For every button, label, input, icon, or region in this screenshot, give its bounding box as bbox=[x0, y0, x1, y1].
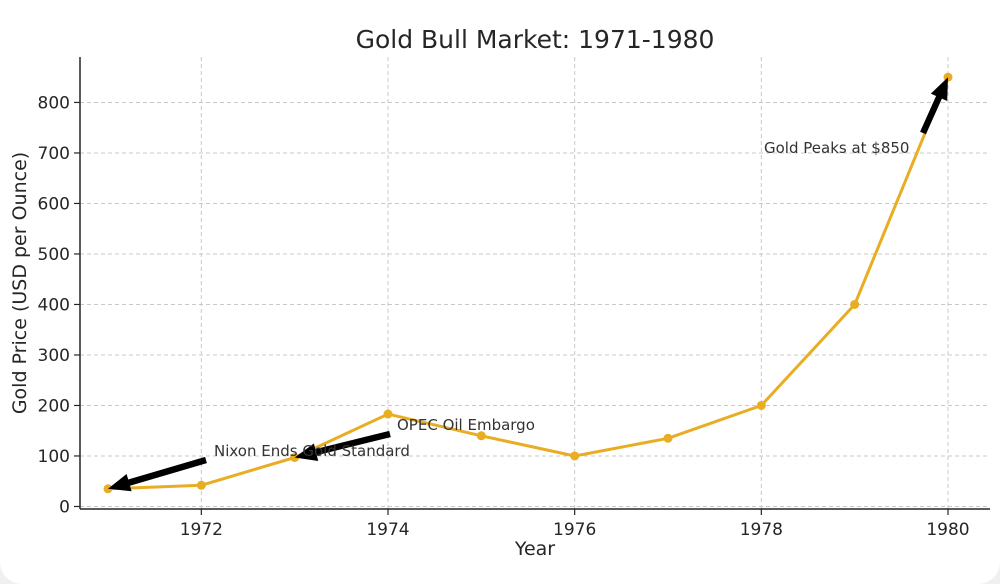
gridlines bbox=[80, 57, 990, 509]
y-tick-label: 0 bbox=[59, 497, 70, 517]
y-tick-label: 500 bbox=[38, 245, 70, 265]
data-point bbox=[663, 433, 673, 443]
x-tick-label: 1976 bbox=[553, 520, 596, 540]
series-layer bbox=[106, 75, 950, 491]
y-axis-label: Gold Price (USD per Ounce) bbox=[9, 152, 31, 414]
data-point bbox=[850, 299, 860, 309]
x-tick-label: 1980 bbox=[926, 520, 969, 540]
annotation-label: Nixon Ends Gold Standard bbox=[214, 442, 410, 460]
x-tick-label: 1974 bbox=[366, 520, 409, 540]
series-line bbox=[106, 75, 950, 491]
data-point bbox=[570, 451, 580, 461]
data-point bbox=[290, 452, 300, 462]
annotation-arrow bbox=[294, 430, 391, 461]
annotation-label: OPEC Oil Embargo bbox=[397, 416, 535, 434]
data-point bbox=[196, 480, 206, 490]
y-tick-label: 600 bbox=[38, 194, 70, 214]
data-point bbox=[383, 409, 393, 419]
data-point bbox=[476, 431, 486, 441]
data-point bbox=[103, 484, 113, 494]
y-tick-label: 800 bbox=[38, 93, 70, 113]
annotation-arrows bbox=[108, 77, 948, 492]
y-tick-label: 700 bbox=[38, 144, 70, 164]
y-tick-label: 100 bbox=[38, 447, 70, 467]
x-tick-label: 1972 bbox=[180, 520, 223, 540]
data-point bbox=[756, 400, 766, 410]
annotations: Nixon Ends Gold Standard OPEC Oil Embargo… bbox=[214, 139, 909, 460]
x-tick-label: 1978 bbox=[740, 520, 783, 540]
y-tick-label: 300 bbox=[38, 346, 70, 366]
annotation-arrow bbox=[108, 456, 207, 492]
y-tick-label: 400 bbox=[38, 295, 70, 315]
y-tick-label: 200 bbox=[38, 396, 70, 416]
tick-labels: 1972 1974 1976 1978 1980 0 100 200 300 400 500 600 7… bbox=[38, 93, 970, 540]
x-axis-label: Year bbox=[514, 538, 555, 560]
series-points bbox=[103, 72, 953, 494]
axes bbox=[79, 57, 990, 510]
chart-title: Gold Bull Market: 1971-1980 bbox=[356, 25, 715, 54]
annotation-label: Gold Peaks at $850 bbox=[764, 139, 909, 157]
annotation-arrow bbox=[920, 77, 948, 135]
